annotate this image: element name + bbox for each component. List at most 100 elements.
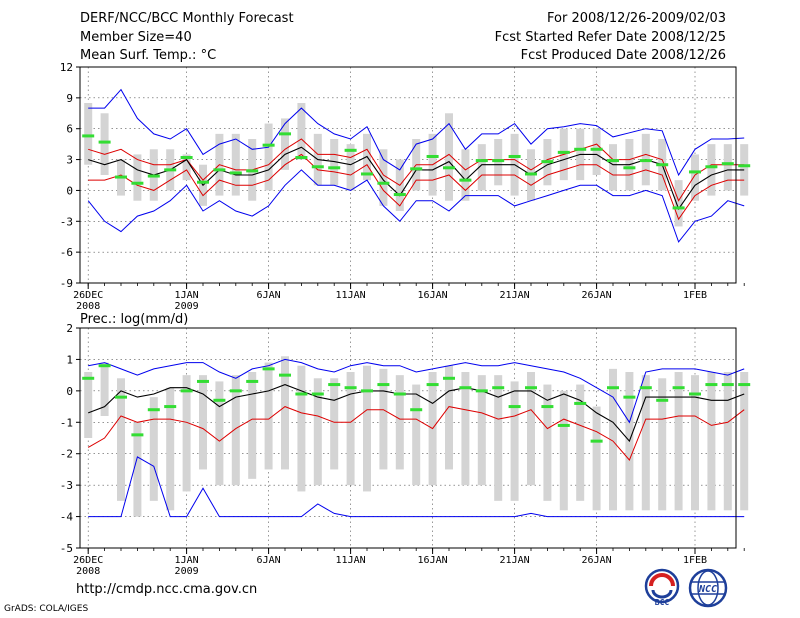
temp-box-36	[674, 180, 683, 227]
temp-ytick-label-2: -3	[60, 215, 73, 228]
temp-median-mark-6	[180, 156, 193, 160]
temp-median-mark-4	[147, 174, 160, 178]
temp-median-mark-16	[344, 148, 357, 152]
precip-box-12	[281, 356, 289, 470]
precip-xtick-label-5-0: 21JAN	[500, 555, 530, 566]
precip-box-36	[674, 372, 683, 511]
temp-line-spread-lower	[88, 153, 745, 221]
temp-median-mark-27	[525, 172, 537, 176]
precip-box-15	[330, 378, 339, 470]
precip-ytick-label-2: -3	[60, 479, 73, 492]
precip-median-mark-1	[98, 364, 111, 368]
temp-median-mark-19	[393, 193, 406, 197]
precip-box-32	[609, 368, 617, 511]
precip-ytick-label-3: -2	[60, 448, 73, 461]
temp-xtick-label-4-0: 16JAN	[418, 290, 448, 301]
precip-xtick-label-0-0: 26DEC	[73, 555, 103, 566]
precip-box-30	[576, 384, 585, 501]
precip-box-8	[215, 381, 224, 486]
precip-ytick-label-1: -4	[60, 511, 74, 524]
temp-median-mark-24	[475, 159, 488, 163]
temp-xtick-label-2-0: 6JAN	[257, 290, 281, 301]
temp-box-24	[477, 144, 486, 191]
start-date-line: Fcst Started Refer Date 2008/12/25	[494, 30, 726, 45]
precip-median-mark-6	[180, 389, 193, 393]
precip-median-mark-19	[393, 392, 406, 396]
precip-box-25	[494, 375, 503, 501]
temp-box-31	[592, 128, 601, 175]
temp-median-mark-12	[279, 132, 291, 136]
precip-box-31	[592, 406, 601, 511]
precip-median-mark-15	[328, 383, 341, 387]
precip-box-13	[297, 365, 306, 492]
temp-xtick-label-7-0: 1FEB	[683, 290, 707, 301]
precip-box-6	[182, 375, 191, 492]
temp-median-mark-40	[738, 164, 751, 168]
precip-box-20	[412, 384, 421, 486]
temp-median-mark-22	[443, 166, 455, 170]
precip-xtick-label-6-0: 26JAN	[582, 555, 612, 566]
precip-box-22	[445, 365, 453, 470]
precip-median-mark-5	[164, 405, 177, 409]
precip-box-2	[117, 378, 125, 501]
precip-box-35	[658, 378, 667, 511]
temp-line-max	[88, 88, 745, 177]
precip-box-34	[641, 375, 650, 511]
temp-line-min	[87, 169, 745, 243]
temp-box-16	[346, 144, 355, 191]
temp-median-mark-36	[672, 206, 685, 210]
temp-median-mark-29	[557, 150, 570, 154]
precip-median-mark-10	[246, 379, 259, 383]
temp-box-18	[379, 149, 388, 206]
temp-median-mark-38	[705, 165, 718, 169]
precip-frame	[79, 327, 737, 549]
precip-box-10	[248, 372, 257, 479]
precip-median-mark-24	[475, 389, 488, 393]
temp-xtick-label-5-0: 21JAN	[500, 290, 530, 301]
precip-median-mark-4	[147, 408, 160, 412]
precip-xtick-label-1-0: 1JAN	[175, 555, 199, 566]
precip-median-mark-23	[459, 386, 472, 390]
precip-median-mark-16	[344, 386, 357, 390]
precip-box-19	[395, 375, 404, 470]
produced-date-line: Fcst Produced Date 2008/12/26	[520, 48, 726, 63]
precip-median-mark-35	[656, 398, 669, 402]
precip-median-mark-38	[705, 383, 718, 387]
temp-median-mark-0	[82, 134, 95, 138]
temp-box-9	[231, 133, 240, 196]
footer-url[interactable]: http://cmdp.ncc.cma.gov.cn	[76, 582, 258, 597]
temp-box-0	[84, 103, 93, 165]
precip-box-28	[543, 384, 552, 501]
precip-box-27	[527, 372, 535, 486]
temp-box-1	[100, 113, 109, 175]
precip-median-mark-22	[443, 376, 455, 380]
precip-box-29	[559, 390, 568, 511]
member-size-line: Member Size=40	[80, 30, 192, 45]
temp-median-mark-39	[721, 162, 734, 166]
precip-xtick-label-3-0: 11JAN	[336, 555, 366, 566]
temp-xtick-label-3-0: 11JAN	[336, 290, 366, 301]
precip-median-mark-36	[672, 386, 685, 390]
precip-median-mark-11	[262, 367, 275, 371]
precip-median-mark-30	[574, 401, 587, 405]
precip-line-mean	[88, 384, 745, 443]
precip-xtick-label-7-0: 1FEB	[683, 555, 707, 566]
temp-xtick-label-0-0: 26DEC	[73, 290, 103, 301]
temp-box-37	[691, 154, 699, 201]
temp-box-3	[133, 154, 142, 201]
precip-box-38	[707, 372, 716, 511]
temp-median-mark-2	[115, 175, 127, 179]
temp-line-spread-upper	[88, 138, 745, 202]
precip-ytick-label-6: 1	[66, 353, 73, 366]
temp-ytick-label-1: -6	[60, 246, 73, 259]
temp-median-mark-25	[492, 159, 505, 163]
temp-ytick-label-6: 9	[66, 92, 73, 105]
precip-median-mark-28	[541, 405, 554, 409]
precip-ytick-label-7: 2	[66, 322, 73, 335]
temp-frame	[79, 66, 737, 284]
ncc-logo-icon: NCC	[688, 568, 728, 608]
temp-median-mark-7	[197, 180, 209, 184]
